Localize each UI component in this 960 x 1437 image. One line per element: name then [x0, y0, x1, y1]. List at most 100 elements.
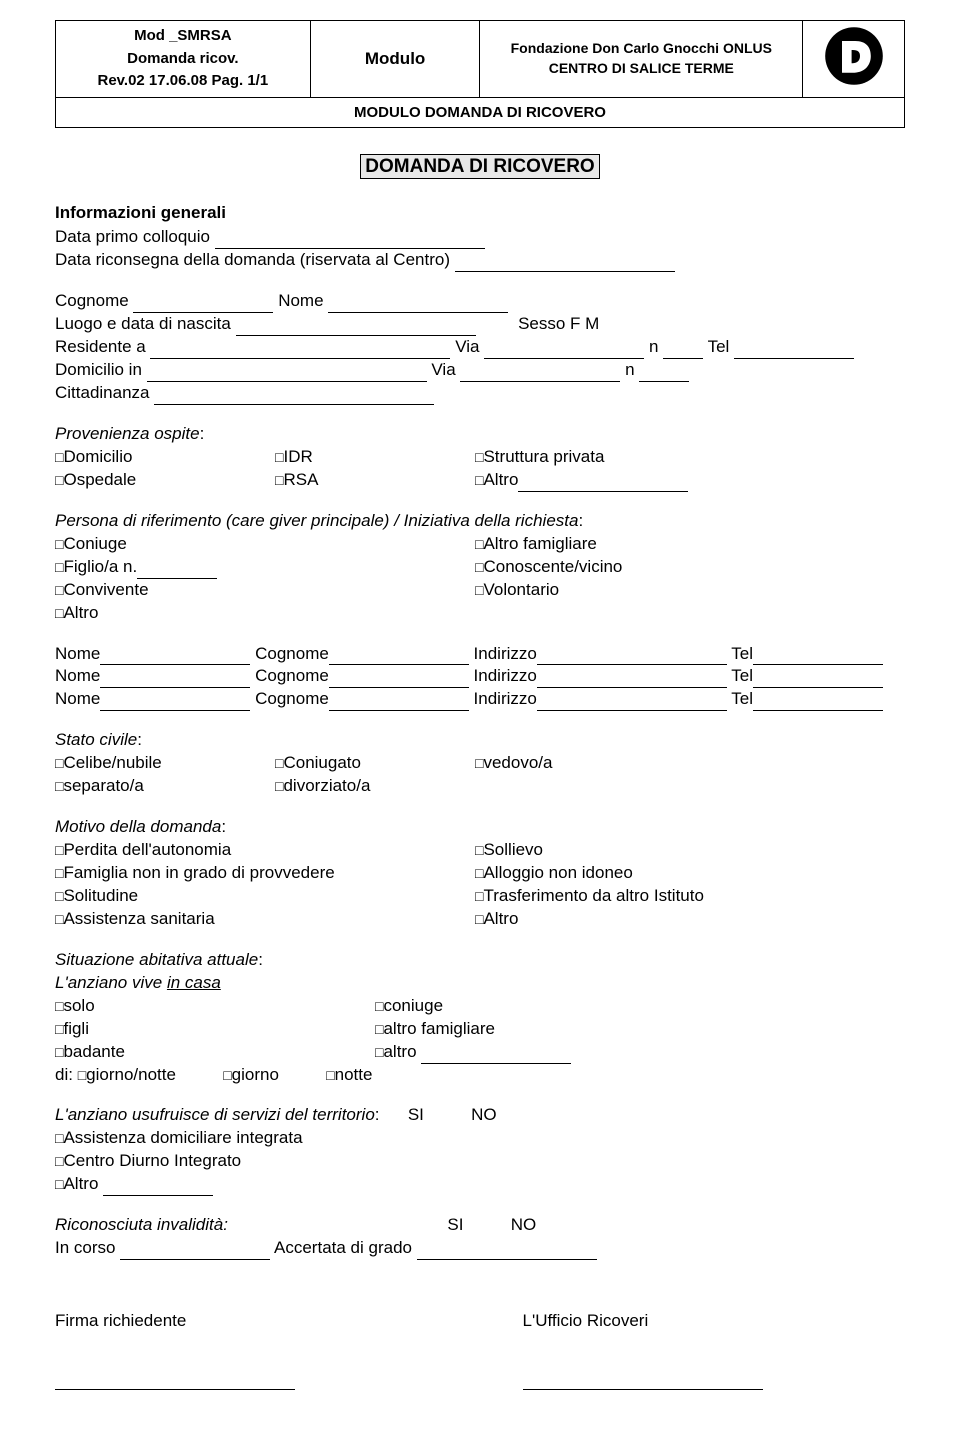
inval-heading: Riconosciuta invalidità:: [55, 1215, 228, 1234]
opt-perdita: Perdita dell'autonomia: [63, 840, 231, 859]
label-c3-nome: Nome: [55, 689, 100, 708]
label-c2-nome: Nome: [55, 666, 100, 685]
opt-rsa: RSA: [283, 470, 318, 489]
opt-famiglia: Famiglia non in grado di provvedere: [63, 863, 334, 882]
info-heading: Informazioni generali: [55, 202, 905, 225]
field-c3-indirizzo[interactable]: [537, 693, 727, 711]
label-cittadinanza: Cittadinanza: [55, 383, 150, 402]
field-n2[interactable]: [639, 364, 689, 382]
motivo-block: Motivo della domanda: Perdita dell'auton…: [55, 816, 905, 931]
field-c1-indirizzo[interactable]: [537, 647, 727, 665]
opt-solo: solo: [63, 996, 94, 1015]
header-left: Mod _SMRSA Domanda ricov. Rev.02 17.06.0…: [56, 21, 311, 98]
field-cognome[interactable]: [133, 295, 273, 313]
opt-prov-altro: Altro: [483, 470, 518, 489]
servizi-block: L'anziano usufruisce di servizi del terr…: [55, 1104, 905, 1196]
opt-serv-altro: Altro: [63, 1174, 98, 1193]
opt-conoscente: Conoscente/vicino: [483, 557, 622, 576]
label-domicilio: Domicilio in: [55, 360, 142, 379]
opt-assistenza: Assistenza sanitaria: [63, 909, 214, 928]
field-data-riconsegna[interactable]: [455, 254, 675, 272]
sig-block: Firma richiedente L'Ufficio Ricoveri: [55, 1310, 905, 1397]
field-c1-tel[interactable]: [753, 647, 883, 665]
field-c1-nome[interactable]: [100, 647, 250, 665]
abit-sub-u: in casa: [167, 973, 221, 992]
label-accertata: Accertata di grado: [274, 1238, 412, 1257]
header-left-line2: Domanda ricov.: [66, 48, 300, 71]
main-title-wrap: DOMANDA DI RICOVERO: [55, 156, 905, 178]
field-serv-altro[interactable]: [103, 1178, 213, 1196]
field-prov-altro[interactable]: [518, 474, 688, 492]
label-c1-nome: Nome: [55, 644, 100, 663]
cb-giornonotte[interactable]: [78, 1065, 86, 1084]
opt-sollievo: Sollievo: [483, 840, 543, 859]
stato-heading: Stato civile: [55, 730, 137, 749]
servizi-si: SI: [408, 1105, 424, 1124]
field-c3-tel[interactable]: [753, 693, 883, 711]
field-c2-tel[interactable]: [753, 670, 883, 688]
field-c2-indirizzo[interactable]: [537, 670, 727, 688]
field-via2[interactable]: [460, 364, 620, 382]
header-mid: Modulo: [310, 21, 480, 98]
label-tel1: Tel: [708, 337, 730, 356]
header-right: Fondazione Don Carlo Gnocchi ONLUS CENTR…: [480, 21, 803, 98]
inval-no: NO: [511, 1215, 537, 1234]
field-data-colloquio[interactable]: [215, 231, 485, 249]
opt-coniugato: Coniugato: [283, 753, 361, 772]
abit-block: Situazione abitativa attuale: L'anziano …: [55, 949, 905, 1087]
label-c1-indirizzo: Indirizzo: [474, 644, 537, 663]
prov-heading: Provenienza ospite: [55, 424, 200, 443]
field-tel1[interactable]: [734, 341, 854, 359]
opt-trasferimento: Trasferimento da altro Istituto: [483, 886, 703, 905]
header-left-line3: Rev.02 17.06.08 Pag. 1/1: [66, 70, 300, 93]
label-n1: n: [649, 337, 658, 356]
label-via1: Via: [455, 337, 479, 356]
info-block: Informazioni generali Data primo colloqu…: [55, 202, 905, 406]
field-c3-cognome[interactable]: [329, 693, 469, 711]
label-c3-indirizzo: Indirizzo: [474, 689, 537, 708]
servizi-heading: L'anziano usufruisce di servizi del terr…: [55, 1105, 375, 1124]
field-c2-cognome[interactable]: [329, 670, 469, 688]
field-figlio-n[interactable]: [137, 561, 217, 579]
logo-icon: [824, 26, 884, 91]
field-n1[interactable]: [663, 341, 703, 359]
field-cittadinanza[interactable]: [154, 387, 434, 405]
abit-sub: L'anziano vive: [55, 973, 167, 992]
opt-figlio: Figlio/a n.: [63, 557, 137, 576]
field-via1[interactable]: [484, 341, 644, 359]
label-c3-tel: Tel: [731, 689, 753, 708]
opt-volontario: Volontario: [483, 580, 559, 599]
field-luogo-nascita[interactable]: [236, 318, 476, 336]
label-cognome: Cognome: [55, 291, 129, 310]
label-sesso: Sesso F M: [518, 314, 599, 333]
label-via2: Via: [431, 360, 455, 379]
header-left-line1: Mod _SMRSA: [66, 25, 300, 48]
field-abit-altro[interactable]: [421, 1046, 571, 1064]
header-right-line2: CENTRO DI SALICE TERME: [490, 59, 792, 79]
header-logo-cell: [803, 21, 905, 98]
opt-giornonotte: giorno/notte: [86, 1065, 176, 1084]
field-c2-nome[interactable]: [100, 670, 250, 688]
field-domicilio[interactable]: [147, 364, 427, 382]
field-accertata[interactable]: [417, 1242, 597, 1260]
field-nome[interactable]: [328, 295, 508, 313]
field-incorso[interactable]: [120, 1242, 270, 1260]
label-data-riconsegna: Data riconsegna della domanda (riservata…: [55, 250, 450, 269]
cb-giorno[interactable]: [223, 1065, 231, 1084]
opt-cg-altro: Altro: [63, 603, 98, 622]
sig-right-line[interactable]: [523, 1369, 763, 1390]
field-c1-cognome[interactable]: [329, 647, 469, 665]
opt-celibe: Celibe/nubile: [63, 753, 161, 772]
sig-left-line[interactable]: [55, 1369, 295, 1390]
opt-ospedale: Ospedale: [63, 470, 136, 489]
servizi-no: NO: [471, 1105, 497, 1124]
field-residente[interactable]: [150, 341, 450, 359]
cb-notte[interactable]: [326, 1065, 334, 1084]
label-n2: n: [625, 360, 634, 379]
header-table: Mod _SMRSA Domanda ricov. Rev.02 17.06.0…: [55, 20, 905, 128]
opt-adi: Assistenza domiciliare integrata: [63, 1128, 302, 1147]
field-c3-nome[interactable]: [100, 693, 250, 711]
opt-struttura: Struttura privata: [483, 447, 604, 466]
label-c2-tel: Tel: [731, 666, 753, 685]
inval-si: SI: [447, 1215, 463, 1234]
